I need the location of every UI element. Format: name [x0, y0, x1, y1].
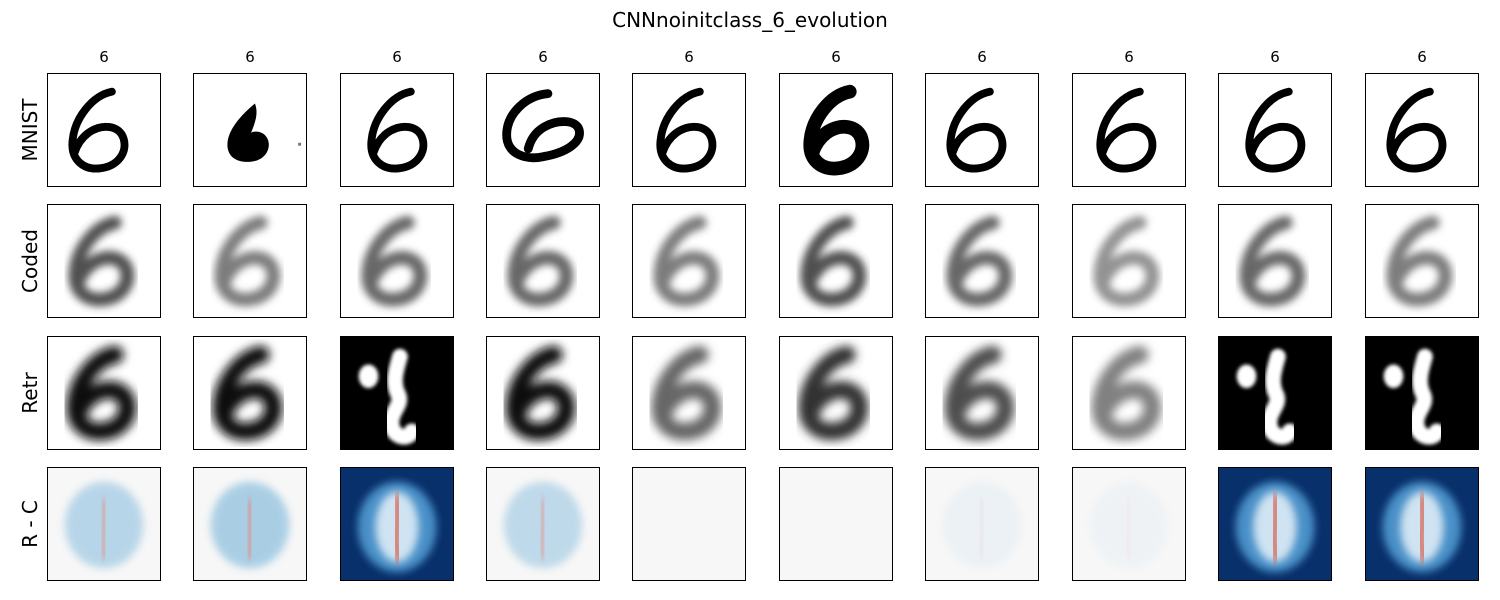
panel-retr-7	[925, 336, 1039, 450]
panel-retr-8	[1072, 336, 1186, 450]
panel-coded-1	[47, 204, 161, 318]
panel-mnist-3	[340, 73, 454, 187]
panel-image	[780, 205, 892, 317]
panel-image	[341, 468, 453, 580]
panel-image	[487, 337, 599, 449]
panel-mnist-1	[47, 73, 161, 187]
panel-image	[48, 337, 160, 449]
panel-r-c-3	[340, 467, 454, 581]
panel-retr-1	[47, 336, 161, 450]
panel-retr-4	[486, 336, 600, 450]
column-title: 6	[684, 48, 694, 66]
panel-image	[926, 205, 1038, 317]
panel-mnist-7	[925, 73, 1039, 187]
panel-r-c-7	[925, 467, 1039, 581]
panel-image	[1219, 468, 1331, 580]
panel-r-c-6	[779, 467, 893, 581]
panel-image	[341, 205, 453, 317]
column-title: 6	[99, 48, 109, 66]
column-title: 6	[1417, 48, 1427, 66]
row-label-mnist: MNIST	[18, 98, 42, 162]
panel-image	[780, 468, 892, 580]
figure-title: CNNnoinitclass_6_evolution	[612, 8, 888, 32]
panel-r-c-4	[486, 467, 600, 581]
panel-retr-5	[632, 336, 746, 450]
panel-retr-9	[1218, 336, 1332, 450]
panel-image	[633, 74, 745, 186]
panel-image	[48, 205, 160, 317]
panel-image	[1366, 74, 1478, 186]
panel-image	[48, 468, 160, 580]
panel-mnist-9	[1218, 73, 1332, 187]
panel-image	[633, 468, 745, 580]
panel-mnist-4	[486, 73, 600, 187]
panel-image	[1219, 337, 1331, 449]
panel-image	[1073, 205, 1185, 317]
panel-image	[780, 337, 892, 449]
panel-image	[926, 74, 1038, 186]
panel-retr-2	[193, 336, 307, 450]
panel-r-c-10	[1365, 467, 1479, 581]
panel-image	[194, 74, 306, 186]
panel-mnist-10	[1365, 73, 1479, 187]
panel-coded-10	[1365, 204, 1479, 318]
panel-retr-6	[779, 336, 893, 450]
panel-r-c-1	[47, 467, 161, 581]
panel-coded-2	[193, 204, 307, 318]
panel-retr-3	[340, 336, 454, 450]
panel-image	[1219, 205, 1331, 317]
panel-coded-5	[632, 204, 746, 318]
panel-coded-3	[340, 204, 454, 318]
panel-image	[926, 468, 1038, 580]
row-label-retr: Retr	[18, 372, 42, 414]
panel-image	[1219, 74, 1331, 186]
row-label-coded: Coded	[18, 229, 42, 293]
panel-image	[487, 205, 599, 317]
panel-image	[1366, 337, 1478, 449]
panel-retr-10	[1365, 336, 1479, 450]
panel-image	[487, 74, 599, 186]
panel-image	[1073, 337, 1185, 449]
column-title: 6	[831, 48, 841, 66]
panel-image	[1366, 205, 1478, 317]
panel-mnist-6	[779, 73, 893, 187]
panel-image	[1366, 468, 1478, 580]
panel-mnist-2	[193, 73, 307, 187]
panel-image	[1073, 74, 1185, 186]
panel-r-c-9	[1218, 467, 1332, 581]
panel-image	[341, 74, 453, 186]
column-title: 6	[1124, 48, 1134, 66]
panel-image	[194, 205, 306, 317]
panel-image	[194, 468, 306, 580]
panel-image	[341, 337, 453, 449]
panel-coded-4	[486, 204, 600, 318]
panel-coded-7	[925, 204, 1039, 318]
panel-coded-9	[1218, 204, 1332, 318]
panel-image	[633, 337, 745, 449]
panel-r-c-2	[193, 467, 307, 581]
row-label-r-minus-c: R - C	[18, 500, 42, 548]
column-title: 6	[1270, 48, 1280, 66]
column-title: 6	[392, 48, 402, 66]
panel-image	[48, 74, 160, 186]
panel-image	[1073, 468, 1185, 580]
panel-image	[194, 337, 306, 449]
panel-mnist-8	[1072, 73, 1186, 187]
panel-r-c-5	[632, 467, 746, 581]
panel-mnist-5	[632, 73, 746, 187]
panel-coded-8	[1072, 204, 1186, 318]
column-title: 6	[245, 48, 255, 66]
panel-image	[487, 468, 599, 580]
panel-r-c-8	[1072, 467, 1186, 581]
column-title: 6	[977, 48, 987, 66]
column-title: 6	[538, 48, 548, 66]
panel-image	[633, 205, 745, 317]
panel-image	[926, 337, 1038, 449]
panel-coded-6	[779, 204, 893, 318]
panel-image	[780, 74, 892, 186]
